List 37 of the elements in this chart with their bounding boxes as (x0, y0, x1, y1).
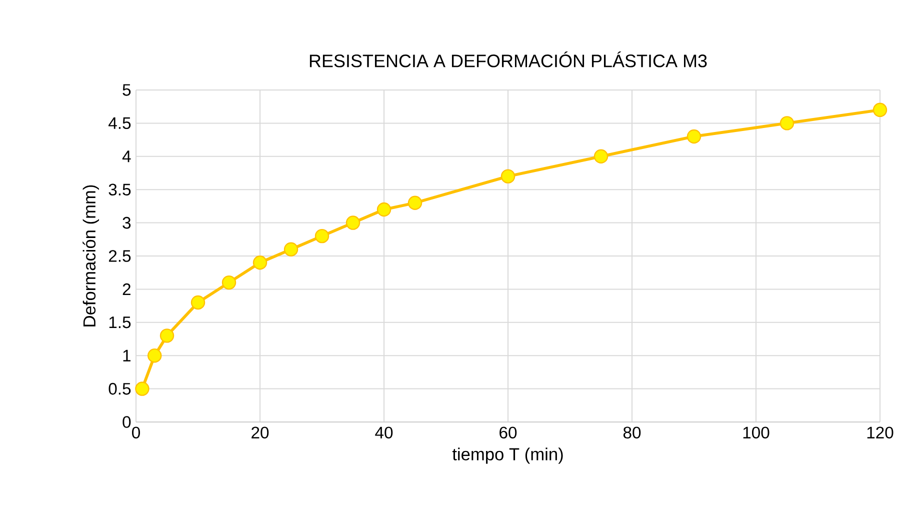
y-tick-label: 1 (123, 350, 130, 362)
y-tick-label: 0.5 (108, 382, 131, 395)
chart-title: RESISTENCIA A DEFORMACIÓN PLÁSTICA M3 (310, 51, 707, 68)
point (780, 116, 794, 130)
point (408, 196, 422, 210)
y-tick-label: 2.5 (108, 250, 131, 262)
point (135, 382, 150, 396)
point (686, 129, 702, 144)
x-tick-label: 80 (623, 426, 641, 438)
point (222, 275, 236, 290)
y-tick-label: 1.5 (109, 316, 131, 328)
point (346, 216, 360, 230)
point (190, 295, 206, 310)
point (284, 242, 298, 256)
point (148, 348, 162, 363)
y-tick-label: 3 (122, 216, 131, 229)
y-tick-label: 4.5 (108, 117, 131, 130)
x-tick-label: 100 (743, 426, 770, 438)
point (872, 102, 888, 118)
x-tick-label: 0 (132, 426, 140, 438)
x-tick-label: 40 (375, 426, 393, 438)
x-tick-label: 20 (252, 426, 269, 438)
y-tick-label: 0 (122, 416, 131, 428)
point (376, 202, 392, 217)
y-tick-label: 3.5 (108, 184, 131, 196)
y-axis-title: Deformación (mm) (82, 185, 99, 326)
point (252, 256, 268, 270)
x-tick-label: 120 (867, 426, 894, 438)
point (594, 149, 608, 164)
y-tick-label: 4 (122, 150, 131, 162)
point (500, 169, 516, 184)
y-tick-label: 5 (122, 84, 131, 96)
y-tick-label: 2 (122, 283, 130, 296)
x-tick-label: 60 (500, 426, 517, 438)
point (160, 328, 174, 343)
point (314, 228, 330, 244)
x-axis-title: tiempo T (min) (452, 448, 563, 464)
